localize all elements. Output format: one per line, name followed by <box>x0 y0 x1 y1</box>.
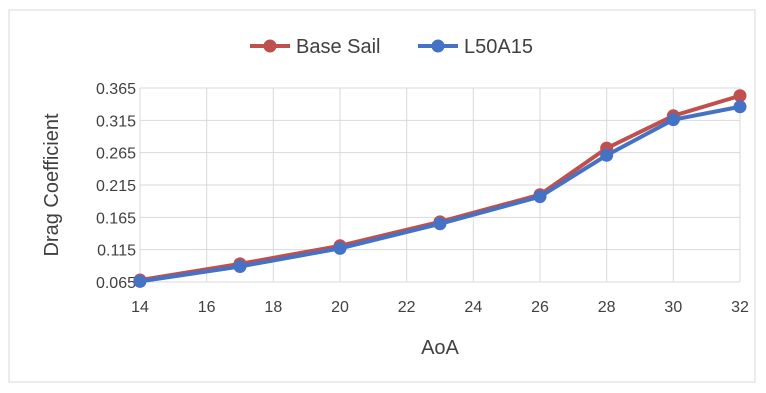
data-point <box>433 217 447 231</box>
data-point <box>733 100 747 114</box>
chart-border <box>8 9 756 383</box>
y-tick-label: 0.165 <box>96 210 136 227</box>
series-layer <box>133 89 747 288</box>
x-tick-label: 26 <box>531 299 549 316</box>
grid <box>139 87 741 283</box>
data-point <box>133 274 147 288</box>
x-tick-label: 18 <box>264 299 282 316</box>
y-tick-label: 0.115 <box>97 243 136 260</box>
legend-item: Base Sail <box>250 36 381 58</box>
legend-label: L50A15 <box>464 36 533 58</box>
y-tick-label: 0.265 <box>96 146 136 163</box>
y-axis-title: Drag Coefficient <box>41 113 63 256</box>
legend-item: L50A15 <box>418 36 533 58</box>
x-tick-label: 32 <box>731 299 749 316</box>
x-tick-label: 20 <box>331 299 349 316</box>
legend-marker <box>431 39 445 53</box>
legend-marker <box>263 39 277 53</box>
x-tick-label: 14 <box>131 299 149 316</box>
y-tick-label: 0.315 <box>96 113 136 130</box>
legend-label: Base Sail <box>296 36 381 58</box>
data-point <box>666 113 680 127</box>
y-tick-label: 0.215 <box>96 178 136 195</box>
x-tick-label: 28 <box>598 299 616 316</box>
data-point <box>233 259 247 273</box>
x-tick-label: 22 <box>398 299 416 316</box>
series-line <box>139 104 741 284</box>
x-tick-label: 16 <box>198 299 216 316</box>
axes: 0.065 0.115 0.165 0.215 0.265 0.315 0.365 14 16 1… <box>96 81 749 316</box>
legend: Base Sail L50A15 <box>250 36 533 58</box>
series-l50a15 <box>133 100 747 288</box>
y-tick-label: 0.365 <box>96 81 136 98</box>
data-point <box>333 241 347 255</box>
y-tick-label: 0.065 <box>96 275 136 292</box>
data-point <box>533 190 547 204</box>
x-tick-label: 24 <box>464 299 482 316</box>
x-axis-title: AoA <box>421 337 459 359</box>
x-tick-label: 30 <box>664 299 682 316</box>
data-point <box>733 89 747 103</box>
data-point <box>600 148 614 162</box>
